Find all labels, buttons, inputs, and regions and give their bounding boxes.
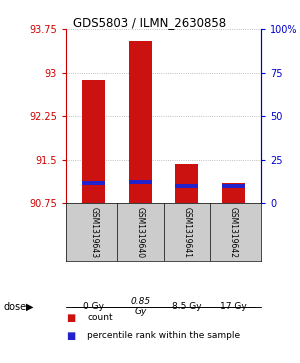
Text: dose: dose [3, 302, 26, 312]
Text: ▶: ▶ [26, 302, 34, 312]
Bar [82, 181, 106, 185]
Bar [129, 41, 152, 203]
Text: 17 Gy: 17 Gy [220, 302, 247, 311]
Text: GSM1319640: GSM1319640 [136, 207, 145, 258]
Text: 8.5 Gy: 8.5 Gy [172, 302, 202, 311]
Text: count: count [87, 313, 112, 322]
Bar [175, 184, 198, 188]
Text: GSM1319642: GSM1319642 [229, 207, 238, 258]
Bar [82, 79, 106, 203]
Text: ■: ■ [66, 313, 75, 323]
Text: percentile rank within the sample: percentile rank within the sample [87, 331, 240, 340]
Text: 0.85
Gy: 0.85 Gy [130, 297, 150, 317]
Text: GSM1319641: GSM1319641 [182, 207, 191, 258]
Bar [221, 183, 245, 203]
Text: GSM1319643: GSM1319643 [89, 207, 98, 258]
Bar [175, 164, 198, 203]
Text: ■: ■ [66, 331, 75, 341]
Text: 0 Gy: 0 Gy [83, 302, 104, 311]
Bar [129, 180, 152, 184]
Bar [221, 184, 245, 188]
Text: GDS5803 / ILMN_2630858: GDS5803 / ILMN_2630858 [74, 16, 226, 29]
